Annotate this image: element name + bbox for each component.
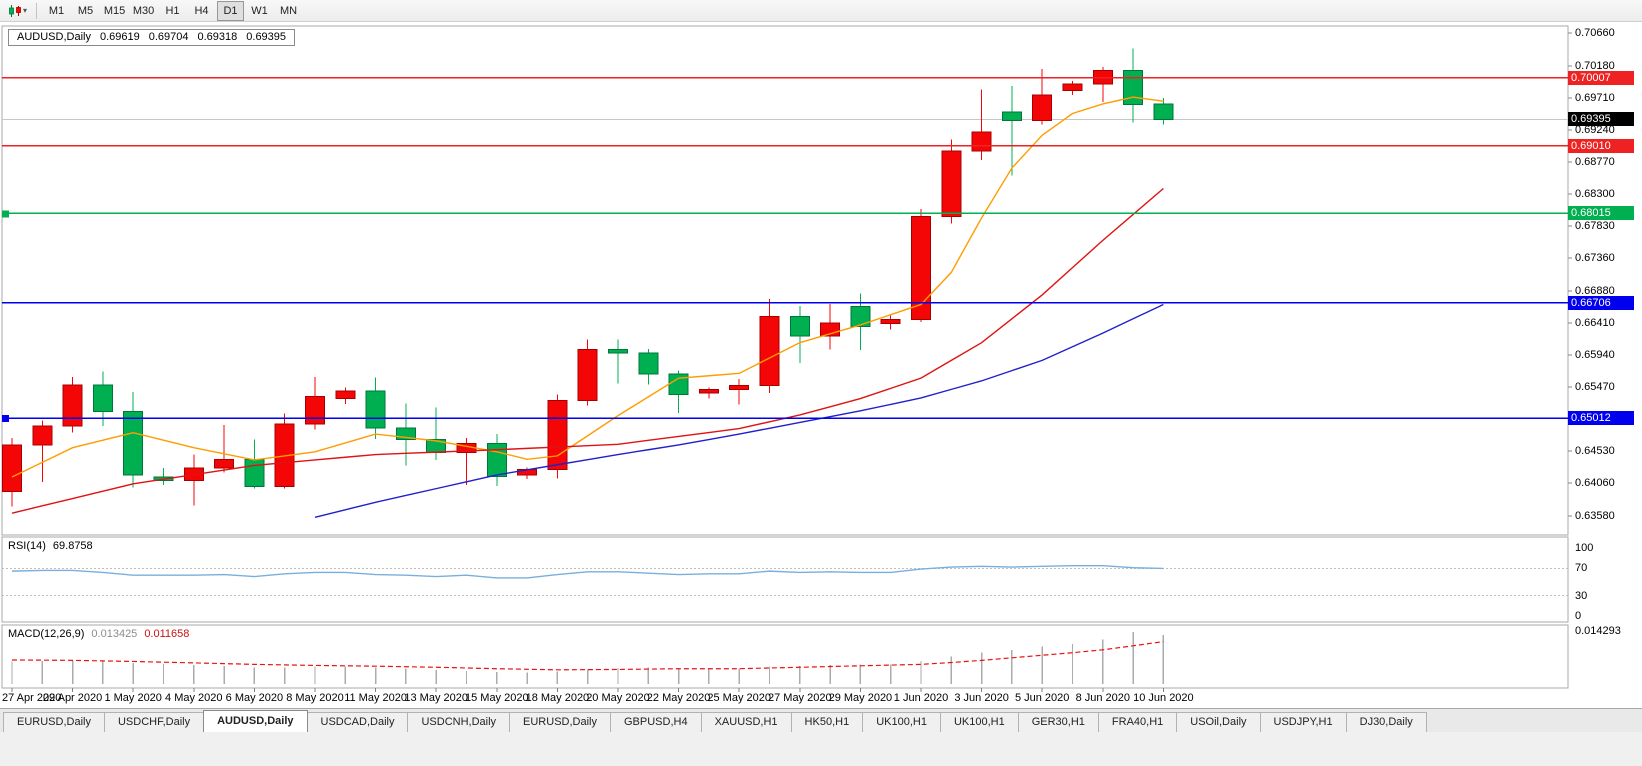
candle-body — [1062, 83, 1083, 91]
chart-tab-usdchf-daily[interactable]: USDCHF,Daily — [103, 712, 205, 732]
candle-body — [214, 458, 235, 469]
moving-average-line-mid-ma — [11, 187, 1164, 514]
chart-type-button[interactable]: ▾ — [4, 2, 31, 20]
candle-body — [759, 316, 780, 387]
ohlc-open-value: 0.69619 — [99, 31, 140, 43]
candle-body — [638, 352, 659, 375]
candle-body — [1001, 111, 1022, 121]
macd-main-value: 0.013425 — [91, 628, 138, 640]
candle-body — [547, 400, 568, 471]
chart-tab-uk100-h1[interactable]: UK100,H1 — [862, 712, 941, 732]
chart-tab-ger30-h1[interactable]: GER30,H1 — [1017, 712, 1099, 732]
candle-body — [698, 389, 719, 394]
timeframe-button-h1[interactable]: H1 — [165, 4, 180, 17]
chevron-down-icon: ▾ — [23, 5, 28, 15]
candle-body — [305, 396, 325, 425]
timeframe-button-m15[interactable]: M15 — [103, 4, 126, 17]
candle-body — [1153, 103, 1174, 120]
chart-tab-dj30-daily[interactable]: DJ30,Daily — [1345, 712, 1427, 732]
timeframe-toolbar: ▾ M1 M5 M15 M30 H1 H4 D1 W1 MN — [0, 0, 1642, 22]
rsi-pane — [1, 536, 1569, 623]
candle-body — [608, 348, 628, 354]
macd-axis-max-label: 0.014293 — [1575, 625, 1621, 637]
macd-indicator-label: MACD(12,26,9) 0.013425 0.011658 — [8, 628, 189, 640]
chart-tab-usdcnh-daily[interactable]: USDCNH,Daily — [407, 712, 511, 732]
macd-signal-value: 0.011658 — [144, 628, 190, 640]
macd-name: MACD(12,26,9) — [8, 628, 85, 640]
candle-body — [1032, 94, 1053, 121]
candle-body — [971, 131, 992, 152]
candle-body — [365, 390, 386, 429]
candle-body — [123, 411, 144, 476]
candle-body — [941, 150, 962, 217]
chart-tab-usoil-daily[interactable]: USOil,Daily — [1176, 712, 1261, 732]
ohlc-low-value: 0.69318 — [197, 31, 238, 43]
timeframe-button-group: M1 M5 M15 M30 H1 H4 D1 W1 MN — [42, 0, 303, 21]
candle-body — [850, 306, 871, 327]
candle-body — [395, 427, 416, 441]
main-chart-pane — [1, 25, 1569, 536]
candle-body — [577, 348, 598, 402]
moving-average-line-slow-ma — [314, 303, 1164, 518]
chart-tab-usdjpy-h1[interactable]: USDJPY,H1 — [1259, 712, 1347, 732]
candle-body — [729, 385, 750, 391]
rsi-value: 69.8758 — [52, 540, 93, 552]
candle-body — [335, 390, 356, 400]
candle-body — [2, 444, 22, 492]
candle-body — [880, 318, 901, 325]
chart-tab-eurusd-daily[interactable]: EURUSD,Daily — [3, 712, 105, 732]
chart-tab-usdcad-daily[interactable]: USDCAD,Daily — [306, 712, 409, 732]
level-edge-marker — [2, 210, 9, 218]
candle-body — [244, 458, 265, 488]
chart-tab-xauusd-h1[interactable]: XAUUSD,H1 — [700, 712, 792, 732]
rsi-name: RSI(14) — [8, 540, 46, 552]
chart-tab-gbpusd-h4[interactable]: GBPUSD,H4 — [610, 712, 702, 732]
ohlc-close-value: 0.69395 — [246, 31, 287, 43]
level-edge-marker — [2, 415, 9, 423]
chart-symbol-label: AUDUSD,Daily — [17, 31, 91, 43]
macd-pane — [1, 624, 1569, 689]
timeframe-button-d1[interactable]: D1 — [217, 0, 245, 21]
candle-body — [1123, 70, 1144, 106]
candle-body — [32, 425, 53, 446]
chart-title: AUDUSD,Daily 0.69619 0.69704 0.69318 0.6… — [8, 29, 296, 46]
candle-body — [92, 384, 113, 413]
chart-tab-uk100-h1[interactable]: UK100,H1 — [939, 712, 1019, 732]
chart-tab-fra40-h1[interactable]: FRA40,H1 — [1097, 712, 1178, 732]
timeframe-button-h4[interactable]: H4 — [194, 4, 209, 17]
rsi-line — [11, 564, 1164, 579]
timeframe-button-mn[interactable]: MN — [279, 4, 298, 17]
moving-average-line-fast-ma — [11, 96, 1164, 478]
chart-tab-eurusd-daily[interactable]: EURUSD,Daily — [509, 712, 611, 732]
timeframe-button-w1[interactable]: W1 — [251, 4, 268, 17]
timeframe-button-m30[interactable]: M30 — [132, 4, 155, 17]
chart-tab-bar: EURUSD,Daily USDCHF,Daily AUDUSD,Daily USDC… — [0, 708, 1642, 732]
chart-tab-audusd-daily[interactable]: AUDUSD,Daily — [203, 710, 308, 732]
chart-tab-hk50-h1[interactable]: HK50,H1 — [790, 712, 864, 732]
toolbar-separator — [36, 2, 38, 19]
candlestick-chart-icon — [9, 4, 21, 17]
status-strip — [0, 732, 1642, 766]
timeframe-button-m5[interactable]: M5 — [77, 4, 94, 17]
candle-body — [789, 316, 810, 337]
candle-body — [911, 215, 931, 320]
candle-body — [62, 384, 83, 427]
candle-body — [486, 443, 507, 477]
timeframe-button-m1[interactable]: M1 — [48, 4, 65, 17]
rsi-indicator-label: RSI(14) 69.8758 — [8, 540, 93, 552]
ohlc-high-value: 0.69704 — [148, 31, 189, 43]
